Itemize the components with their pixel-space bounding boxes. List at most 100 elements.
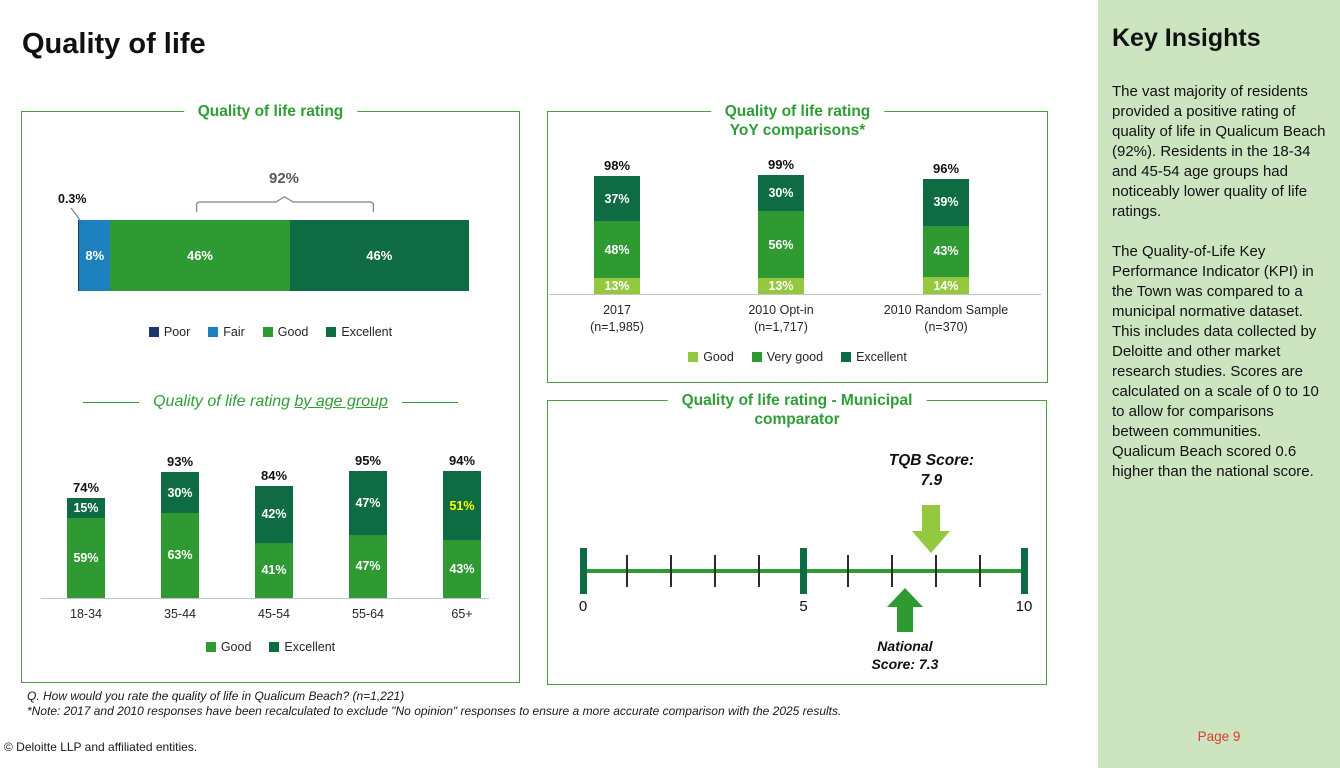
axis-number: 0 <box>578 598 588 615</box>
poor-value-label: 0.3% <box>58 192 87 206</box>
legend-label: Excellent <box>341 325 393 339</box>
bar-segment-label: 30% <box>768 186 794 201</box>
legend-item: Excellent <box>841 350 907 364</box>
bar-segment-good: 59% <box>67 518 105 598</box>
bar-total-label: 93% <box>166 454 194 470</box>
bar-total-label: 99% <box>767 157 795 173</box>
legend-swatch <box>208 327 219 337</box>
x-axis-label: 65+ <box>451 607 473 621</box>
municipal-comparator-chart: 0 5 10 TQB Score: 7.9 National Score: 7.3 <box>548 401 1046 684</box>
legend-swatch <box>751 352 762 362</box>
legend-swatch <box>269 642 280 652</box>
legend-item: Poor <box>148 325 191 339</box>
x-axis-label: 2017 (n=1,985) <box>590 303 644 334</box>
bar-segment-label: 63% <box>167 548 193 563</box>
bar-total-label: 94% <box>448 453 476 469</box>
x-axis-label: 55-64 <box>352 607 384 621</box>
legend-swatch <box>205 642 216 652</box>
legend-swatch <box>148 327 159 337</box>
legend-item: Good <box>262 325 308 339</box>
sidebar-title: Key Insights <box>1112 24 1261 52</box>
marker-label: TQB Score: 7.9 <box>888 452 974 489</box>
callout-line <box>70 207 81 221</box>
legend-item: Excellent <box>326 325 392 339</box>
insight-paragraph: The Quality-of-Life Key Performance Indi… <box>1112 243 1319 480</box>
minor-tick <box>934 555 937 587</box>
legend-swatch <box>688 352 699 362</box>
bar-total-label: 74% <box>72 480 100 496</box>
bar-segment-label: 43% <box>449 561 475 576</box>
axis-number: 10 <box>1015 598 1033 615</box>
chart-title-municipal: Quality of life rating - Municipal compa… <box>667 391 927 429</box>
bar-segment-label: 43% <box>933 244 959 259</box>
bracket <box>196 196 374 212</box>
major-tick <box>800 548 807 594</box>
footnote-note: *Note: 2017 and 2010 responses have been… <box>27 704 842 718</box>
bar-segment-label: 48% <box>604 242 630 257</box>
bar-segment-excellent: 39% <box>923 178 969 226</box>
minor-tick <box>978 555 981 587</box>
insight-paragraph: The vast majority of residents provided … <box>1112 83 1326 220</box>
major-tick <box>1020 548 1028 594</box>
x-axis-line <box>41 598 489 599</box>
bar-total-label: 96% <box>932 160 960 176</box>
bar-segment-label: 15% <box>73 501 99 516</box>
bar-segment-label: 30% <box>167 485 193 500</box>
key-insights-sidebar: Key Insights The vast majority of reside… <box>1098 0 1340 768</box>
bar-segment-excellent: 51% <box>443 471 481 540</box>
chart-title-yoy-line1: Quality of life rating <box>724 103 871 120</box>
bar-segment-label: 13% <box>768 279 794 294</box>
title-dash-left <box>83 401 140 403</box>
bar-segment-good: 63% <box>161 512 199 598</box>
axis-number: 5 <box>799 598 808 615</box>
chart-title-yoy: Quality of life rating YoY comparisons* <box>710 102 885 140</box>
bar-segment-very-good: 43% <box>923 225 969 278</box>
bar-segment-label: 47% <box>355 495 381 510</box>
legend-label: Good <box>703 350 734 364</box>
bar-total-label: 95% <box>354 453 382 469</box>
minor-tick <box>626 555 629 587</box>
subtitle-text: Quality of life rating <box>153 393 291 410</box>
legend-label: Very good <box>766 350 824 364</box>
marker-label: National Score: 7.3 <box>871 638 939 672</box>
bar-segment-label: 8% <box>85 248 105 263</box>
bar-total-label: 84% <box>260 467 288 483</box>
panel-yoy-comparisons: Quality of life rating YoY comparisons* … <box>547 102 1048 383</box>
panel-municipal-comparator: Quality of life rating - Municipal compa… <box>547 391 1047 685</box>
x-axis-label: 35-44 <box>164 607 196 621</box>
legend-label: Fair <box>223 325 245 339</box>
minor-tick <box>758 555 761 587</box>
chart-title-municipal-line1: Quality of life rating - Municipal <box>681 392 913 409</box>
bar-segment-good: 13% <box>594 278 640 294</box>
x-axis-label: 2010 Random Sample (n=370) <box>883 303 1009 334</box>
tqb-score-arrow-icon <box>912 505 951 553</box>
national-score-arrow-icon <box>886 588 923 632</box>
minor-tick <box>846 555 849 587</box>
bar-segment-label: 13% <box>604 279 630 294</box>
bracket-total-label: 92% <box>268 170 300 187</box>
bar-segment-excellent: 47% <box>349 471 387 535</box>
bar-segment-label: 46% <box>186 248 213 263</box>
legend-label: Poor <box>163 325 191 339</box>
legend-swatch <box>841 352 852 362</box>
legend-item: Good <box>688 350 734 364</box>
panel-quality-of-life-rating: Quality of life rating 0.3% 92% 8% 46% 46%… <box>21 102 520 683</box>
legend-item: Excellent <box>269 640 335 654</box>
age-group-chart: 59% 15% 74% 18-34 63% 30% 93% 35-44 41% 42% 84% 45-… <box>22 112 519 682</box>
bar-segment-label: 41% <box>261 563 287 578</box>
title-dash-right <box>401 401 458 403</box>
minor-tick <box>890 555 893 587</box>
minor-tick <box>714 555 717 587</box>
bar-segment-poor <box>78 220 80 291</box>
copyright-text: © Deloitte LLP and affiliated entities. <box>4 740 198 754</box>
bar-segment-label: 42% <box>261 507 287 522</box>
bar-segment-excellent: 37% <box>594 176 640 221</box>
bar-segment-good: 14% <box>923 277 969 294</box>
bar-segment-very-good: 48% <box>594 220 640 279</box>
yoy-chart: 13% 48% 37% 98% 2017 (n=1,985) 13% 56% 30% 99% 201… <box>548 112 1047 382</box>
x-axis-label: 45-54 <box>258 607 290 621</box>
x-axis-label: 18-34 <box>70 607 102 621</box>
legend-label: Excellent <box>284 640 336 654</box>
bar-segment-label: 47% <box>355 559 381 574</box>
